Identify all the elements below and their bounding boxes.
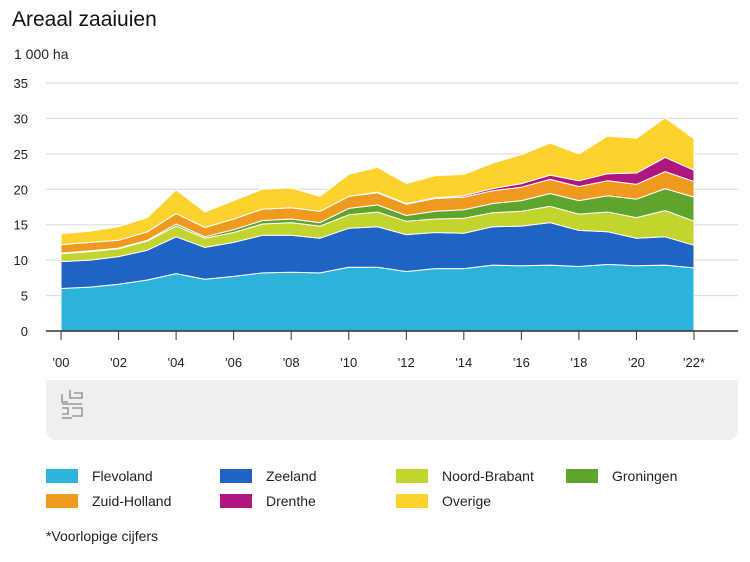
legend-label: Zuid-Holland [92,493,172,509]
legend-label: Zeeland [266,468,317,484]
legend-item-flevoland: Flevoland [46,468,153,484]
legend-label: Flevoland [92,468,153,484]
y-axis-unit-label: 1 000 ha [14,46,69,62]
legend-swatch [46,494,78,508]
x-tick-label: '22* [683,355,705,370]
chart-title: Areaal zaaiuien [12,8,157,31]
y-tick-label: 10 [14,253,28,268]
y-tick-label: 5 [21,289,28,304]
legend-swatch [46,469,78,483]
x-tick-label: '08 [283,355,300,370]
x-tick-label: '06 [225,355,242,370]
y-tick-label: 35 [14,76,28,91]
x-tick-label: '00 [53,355,70,370]
legend-item-groningen: Groningen [566,468,677,484]
legend-item-drenthe: Drenthe [220,493,316,509]
footnote: *Voorlopige cijfers [46,528,159,544]
chart-footer-panel [46,380,738,440]
legend-swatch [220,469,252,483]
legend-label: Overige [442,493,492,509]
legend-swatch [396,469,428,483]
x-tick-label: '20 [628,355,645,370]
x-tick-label: '10 [340,355,357,370]
x-tick-label: '02 [110,355,127,370]
x-tick-label: '04 [168,355,185,370]
y-tick-label: 0 [21,324,28,339]
legend-item-zuid-holland: Zuid-Holland [46,493,171,509]
legend-label: Groningen [612,468,678,484]
legend-item-overige: Overige [396,493,491,509]
y-tick-label: 25 [14,147,28,162]
x-tick-label: '12 [398,355,415,370]
area-series-overige [60,117,695,246]
cbs-logo-icon [61,390,83,419]
y-tick-label: 30 [14,111,28,126]
legend-swatch [396,494,428,508]
legend-item-noord-brabant: Noord-Brabant [396,468,534,484]
x-tick-label: '16 [513,355,530,370]
legend-swatch [220,494,252,508]
legend-label: Drenthe [266,493,316,509]
legend-item-zeeland: Zeeland [220,468,317,484]
x-tick-label: '18 [570,355,587,370]
y-tick-label: 20 [14,182,28,197]
x-tick-label: '14 [455,355,472,370]
y-tick-label: 15 [14,218,28,233]
legend-label: Noord-Brabant [442,468,534,484]
legend-swatch [566,469,598,483]
